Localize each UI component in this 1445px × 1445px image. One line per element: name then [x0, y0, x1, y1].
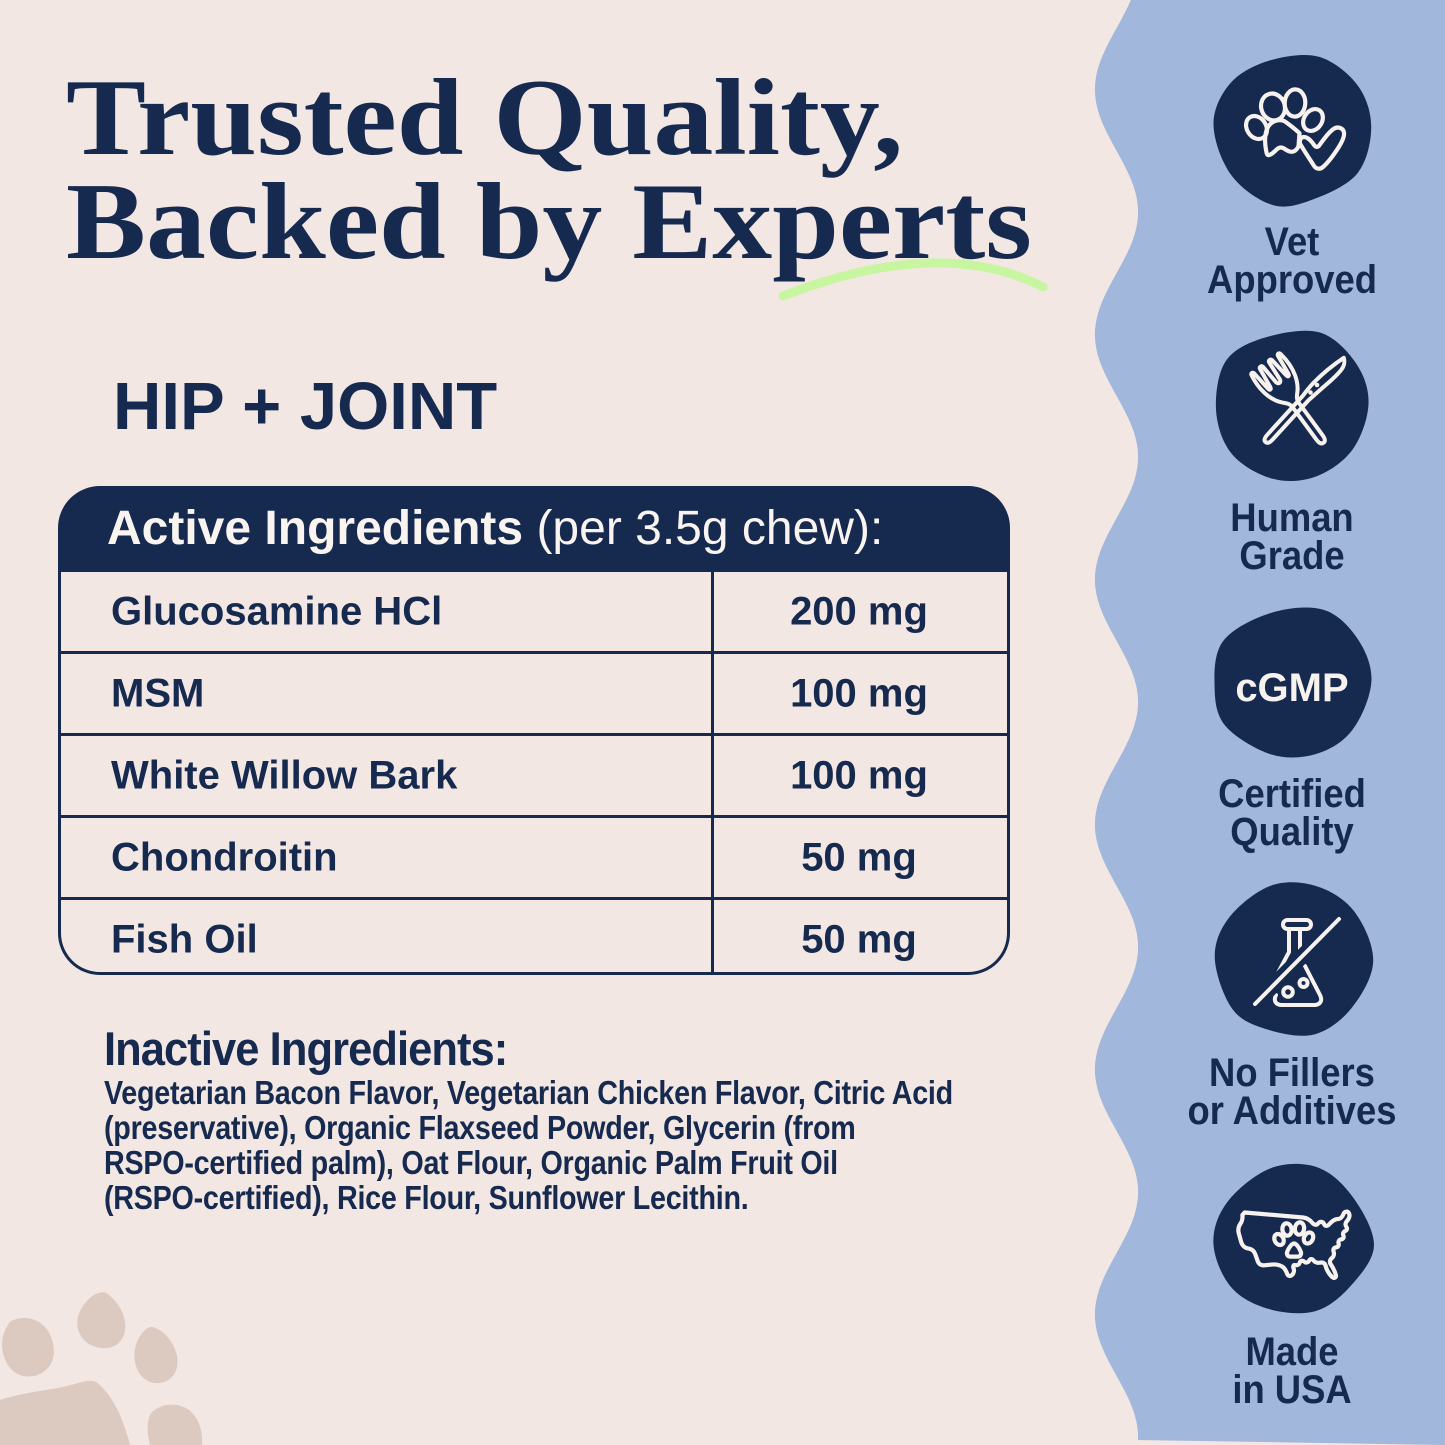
svg-text:cGMP: cGMP [1235, 666, 1348, 710]
